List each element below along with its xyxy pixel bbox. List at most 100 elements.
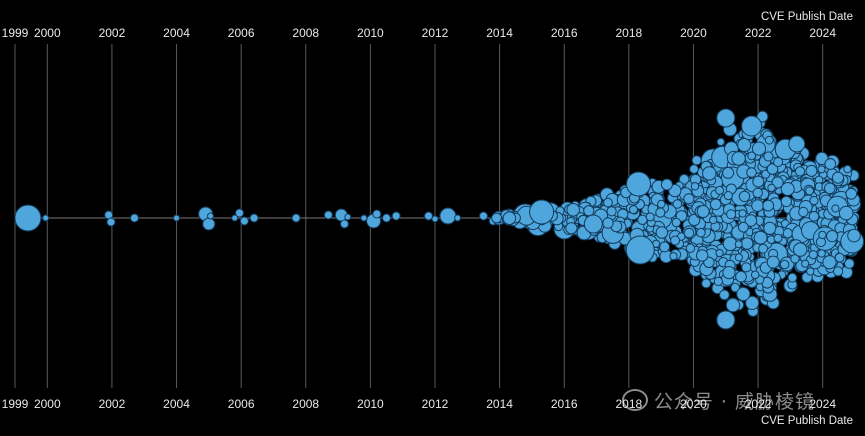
bubble-cluster-1061 xyxy=(685,243,696,253)
bubble-cluster-1147 xyxy=(671,217,682,228)
tick-label-top-2024: 2024 xyxy=(809,26,836,40)
bubble-cluster-1091 xyxy=(583,205,595,217)
tick-label-top-2002: 2002 xyxy=(99,26,126,40)
bubble-point-11 xyxy=(239,216,249,226)
bubble-cluster-1042 xyxy=(683,227,695,239)
bubble-cluster-1126 xyxy=(657,199,666,209)
bubble-large-7 xyxy=(583,214,603,234)
bubble-cluster-750 xyxy=(806,267,815,276)
bubble-cluster-1097 xyxy=(696,249,709,262)
bubble-cluster-1142 xyxy=(753,230,768,245)
bubble-point-0 xyxy=(14,204,42,232)
bubble-cluster-1074 xyxy=(737,138,752,152)
bubble-cluster-1051 xyxy=(808,211,820,222)
bubble-cluster-1053 xyxy=(738,221,749,233)
bubble-point-22 xyxy=(391,211,401,221)
bubble-point-1 xyxy=(42,214,50,222)
bubble-cluster-1067 xyxy=(736,286,751,302)
bubble-point-13 xyxy=(291,213,301,223)
tick-label-top-2016: 2016 xyxy=(551,26,578,40)
bubble-cluster-820 xyxy=(637,214,648,226)
bubble-cluster-907 xyxy=(831,171,845,184)
bubble-point-16 xyxy=(340,219,349,229)
bubble-cluster-935 xyxy=(713,276,723,286)
top-axis-ticks: 1999 2000 2002 2004 2006 2008 2010 2012 2014 2016… xyxy=(2,26,837,40)
bubble-cluster-966 xyxy=(730,282,741,293)
bubble-cluster-1060 xyxy=(740,237,754,250)
bubble-cluster-752 xyxy=(745,295,760,310)
bubble-cluster-1089 xyxy=(655,207,666,218)
bubble-cluster-278 xyxy=(716,137,725,146)
tick-label-top-1999: 1999 xyxy=(2,26,29,40)
bubble-cluster-1129 xyxy=(838,205,854,221)
tick-label-bottom-2002: 2002 xyxy=(99,397,126,411)
bubble-cluster-1081 xyxy=(817,165,826,174)
bubble-cluster-185 xyxy=(719,289,730,301)
bubble-point-10 xyxy=(235,208,244,218)
bubble-cluster-736 xyxy=(815,151,829,165)
bubble-cluster-978 xyxy=(715,185,725,195)
bubble-cluster-1146 xyxy=(780,182,795,196)
bubble-cluster-1120 xyxy=(602,217,614,229)
bubble-large-1 xyxy=(625,235,655,265)
bubble-cluster-1136 xyxy=(758,243,768,254)
bubble-cluster-1021 xyxy=(722,166,735,179)
bubble-point-12 xyxy=(249,213,259,223)
bubble-cluster-1140 xyxy=(750,270,760,280)
bubble-cluster-1076 xyxy=(603,197,613,208)
bubble-point-27 xyxy=(479,211,488,221)
bubble-point-14 xyxy=(323,210,333,220)
bubble-cluster-1046 xyxy=(670,235,681,246)
tick-label-bottom-2008: 2008 xyxy=(292,397,319,411)
bubble-cluster-1075 xyxy=(822,255,837,270)
bubble-cluster-1115 xyxy=(738,209,747,218)
bubble-cluster-533 xyxy=(751,199,764,213)
bubble-point-21 xyxy=(382,213,391,223)
bubble-cluster-933 xyxy=(565,222,578,235)
bubble-large-6 xyxy=(788,135,806,153)
bubble-cluster-1096 xyxy=(696,227,706,238)
bubble-point-7 xyxy=(202,217,216,231)
tick-label-bottom-2010: 2010 xyxy=(357,397,384,411)
bubble-large-4 xyxy=(741,115,763,137)
bubble-cluster-312 xyxy=(691,155,702,166)
bubble-cluster-1090 xyxy=(734,240,743,249)
bubble-cluster-1005 xyxy=(780,195,792,208)
bubble-cluster-623 xyxy=(701,278,712,289)
bubble-cluster-953 xyxy=(844,258,855,269)
bubble-point-18 xyxy=(360,214,368,222)
watermark-logo: 公众号 · 威胁棱镜 xyxy=(621,387,815,414)
bubble-cluster-1114 xyxy=(773,233,783,243)
tick-label-top-2006: 2006 xyxy=(228,26,255,40)
bubble-cluster-1084 xyxy=(808,250,818,260)
bubble-cluster-981 xyxy=(669,252,678,261)
bubble-cluster-1049 xyxy=(689,164,699,174)
bubble-cluster-1132 xyxy=(645,212,655,222)
bubble-cluster-1106 xyxy=(751,141,767,156)
bubble-cluster-1107 xyxy=(826,230,839,243)
bubble-cluster-1111 xyxy=(779,259,790,270)
bubble-cluster-1143 xyxy=(709,215,718,225)
bubble-cluster-1056 xyxy=(683,193,695,205)
bubble-cluster-1014 xyxy=(655,226,669,239)
bubble-cluster-1101 xyxy=(834,252,845,263)
bubble-cluster-918 xyxy=(762,199,775,212)
bubble-cluster-1127 xyxy=(824,182,836,195)
bubble-cluster-1029 xyxy=(763,221,777,235)
tick-label-top-2018: 2018 xyxy=(615,26,642,40)
tick-label-bottom-2006: 2006 xyxy=(228,397,255,411)
bubble-point-4 xyxy=(130,213,139,223)
bubble-cluster-1149 xyxy=(831,204,840,213)
bubble-cluster-1139 xyxy=(715,249,724,258)
bubble-cluster-1108 xyxy=(702,166,717,181)
tick-label-bottom-2000: 2000 xyxy=(34,397,61,411)
tick-label-bottom-2016: 2016 xyxy=(551,397,578,411)
bubble-cluster-1148 xyxy=(752,175,765,188)
tick-label-top-2012: 2012 xyxy=(422,26,449,40)
bubble-cluster-1144 xyxy=(696,205,710,218)
tick-label-top-2008: 2008 xyxy=(292,26,319,40)
bubble-large-5 xyxy=(716,108,736,128)
bubble-cluster-1145 xyxy=(773,157,784,168)
bubble-point-9 xyxy=(231,214,239,222)
